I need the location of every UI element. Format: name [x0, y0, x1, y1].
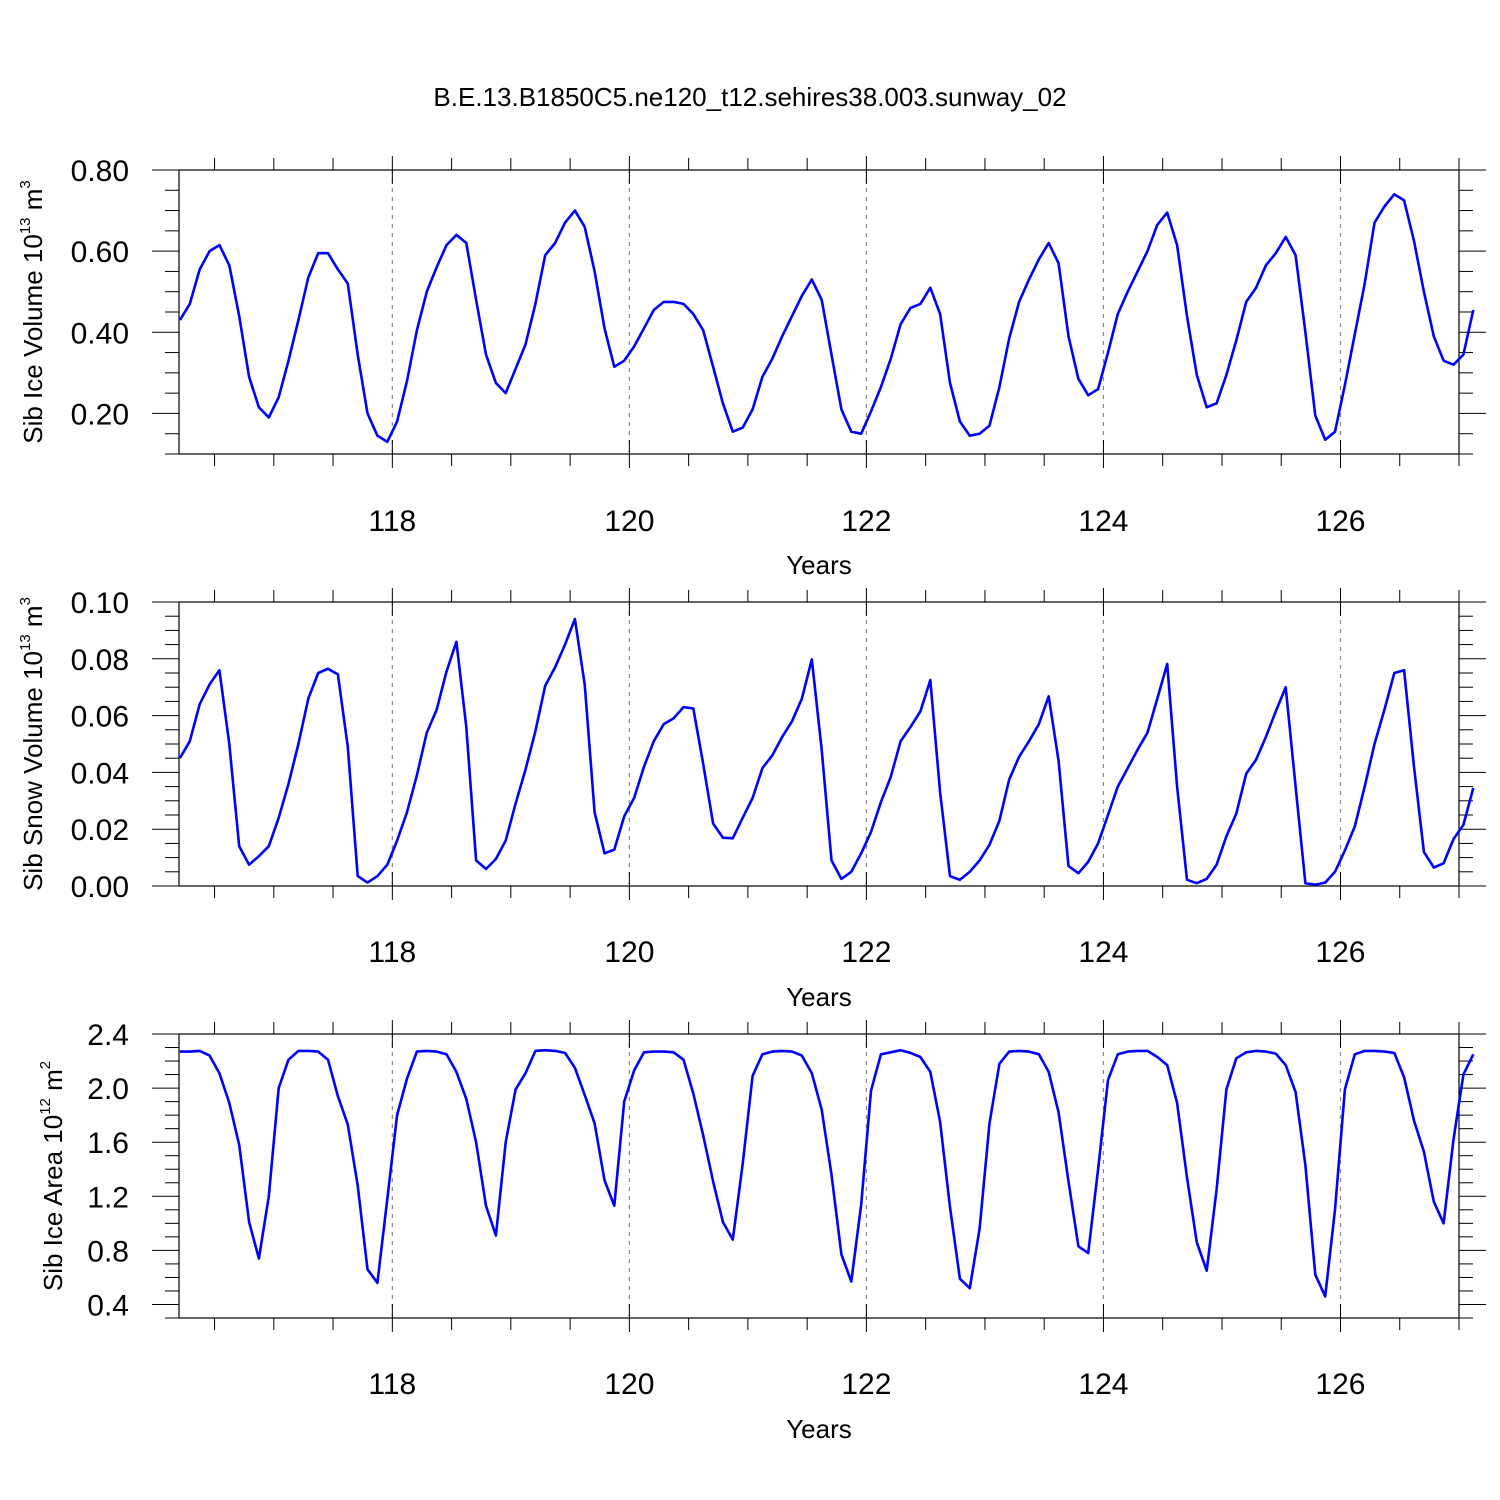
y-tick-label: 0.40 — [71, 317, 129, 350]
y-tick-label: 0.10 — [71, 587, 129, 620]
x-tick-label: 120 — [604, 1368, 654, 1401]
x-tick-label: 124 — [1078, 505, 1128, 538]
x-tick-label: 126 — [1315, 505, 1365, 538]
plot-frame — [178, 1033, 1460, 1319]
y-tick-label: 0.4 — [87, 1289, 129, 1322]
x-tick-label: 122 — [841, 505, 891, 538]
y-tick-label: 0.06 — [71, 701, 129, 734]
x-tick-label: 118 — [368, 505, 416, 538]
panel-2: 0.00 0.02 0.04 0.06 0.08 0.10 118 120 122 124 126 Y… — [17, 587, 1486, 1012]
x-tick-label: 120 — [604, 936, 654, 969]
panel-3: 0.4 0.8 1.2 1.6 2.0 2.4 118 120 122 124 126 Years Si… — [37, 1019, 1486, 1444]
x-tick-label: 120 — [604, 505, 654, 538]
y-tick-label: 0.08 — [71, 644, 129, 677]
series-line — [178, 193, 1475, 444]
x-tick-label: 122 — [841, 1368, 891, 1401]
y-axis-label: Sib Ice Area 1012 m2 — [37, 1061, 68, 1291]
series-line — [179, 1048, 1475, 1298]
y-tick-label: 2.0 — [87, 1073, 129, 1106]
x-tick-label: 126 — [1315, 936, 1365, 969]
y-tick-label: 0.80 — [71, 155, 129, 188]
y-tick-label: 1.2 — [87, 1181, 129, 1214]
y-axis-label: Sib Ice Volume 1013 m3 — [17, 180, 48, 444]
y-tick-label: 0.00 — [71, 871, 129, 904]
plot-frame — [178, 169, 1460, 455]
x-tick-label: 122 — [841, 936, 891, 969]
y-tick-label: 2.4 — [87, 1019, 129, 1052]
x-tick-label: 124 — [1078, 1368, 1128, 1401]
series-line — [178, 617, 1475, 886]
x-axis-label: Years — [786, 982, 852, 1012]
y-tick-label: 0.8 — [87, 1235, 129, 1268]
figure-title: B.E.13.B1850C5.ne120_t12.sehires38.003.s… — [433, 82, 1066, 112]
x-tick-label: 118 — [368, 936, 416, 969]
y-tick-label: 0.02 — [71, 814, 129, 847]
x-tick-label: 126 — [1315, 1368, 1365, 1401]
x-axis-label: Years — [786, 1414, 852, 1444]
x-axis-label: Years — [786, 550, 852, 580]
x-tick-label: 118 — [368, 1368, 416, 1401]
panel-1: 0.20 0.40 0.60 0.80 118 120 122 124 126 Years Sib … — [17, 155, 1486, 580]
y-tick-label: 0.60 — [71, 236, 129, 269]
y-axis-label: Sib Snow Volume 1013 m3 — [17, 597, 48, 891]
plot-frame — [178, 601, 1460, 887]
panels: 0.20 0.40 0.60 0.80 118 120 122 124 126 Years Sib … — [17, 155, 1486, 1444]
y-tick-label: 0.20 — [71, 398, 129, 431]
x-tick-label: 124 — [1078, 936, 1128, 969]
y-tick-label: 1.6 — [87, 1127, 129, 1160]
y-tick-label: 0.04 — [71, 757, 129, 790]
